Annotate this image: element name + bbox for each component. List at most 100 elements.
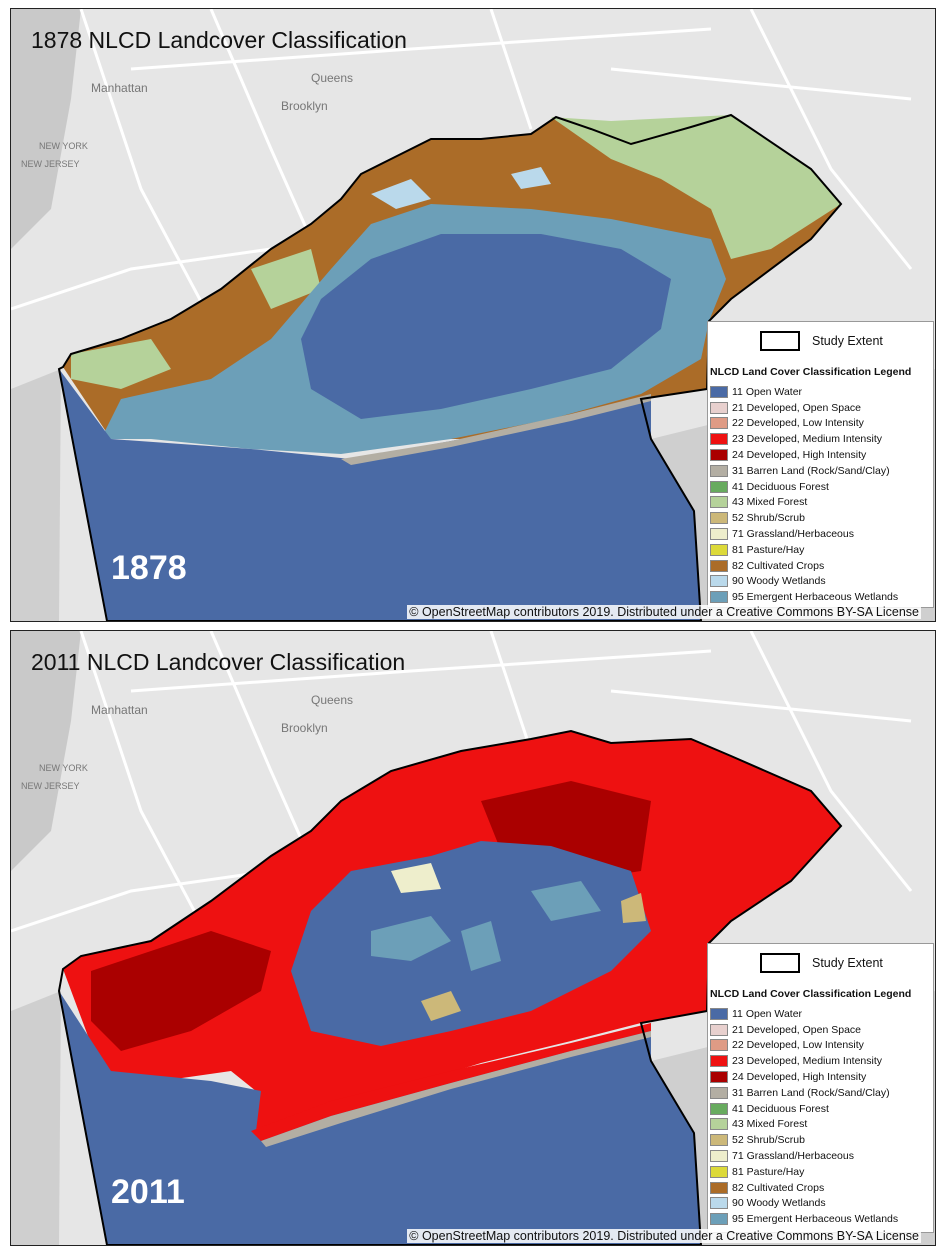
legend-item: 81 Pasture/Hay xyxy=(710,542,898,558)
legend-swatch xyxy=(710,575,728,588)
legend-item-label: 11 Open Water xyxy=(732,1007,803,1020)
legend-swatch xyxy=(710,1039,728,1052)
legend-item-label: 31 Barren Land (Rock/Sand/Clay) xyxy=(732,1086,890,1099)
legend-item-label: 21 Developed, Open Space xyxy=(732,1023,862,1036)
legend-item-label: 22 Developed, Low Intensity xyxy=(732,1039,864,1052)
map-legend: Study Extent NLCD Land Cover Classificat… xyxy=(707,321,934,608)
legend-item: 24 Developed, High Intensity xyxy=(710,1069,898,1085)
legend-item: 52 Shrub/Scrub xyxy=(710,1132,898,1148)
legend-swatch xyxy=(710,385,728,398)
legend-item: 21 Developed, Open Space xyxy=(710,1022,898,1038)
legend-item: 82 Cultivated Crops xyxy=(710,558,898,574)
legend-item-label: 90 Woody Wetlands xyxy=(732,575,826,588)
legend-item-label: 71 Grassland/Herbaceous xyxy=(732,1150,854,1163)
legend-item: 23 Developed, Medium Intensity xyxy=(710,1053,898,1069)
legend-swatch xyxy=(710,1118,728,1131)
legend-items: 11 Open Water 21 Developed, Open Space 22 … xyxy=(710,1006,898,1227)
legend-swatch xyxy=(710,512,728,525)
legend-item: 11 Open Water xyxy=(710,384,898,400)
place-label-queens: Queens xyxy=(311,71,354,85)
legend-swatch xyxy=(710,1055,728,1068)
legend-swatch xyxy=(710,559,728,572)
legend-swatch xyxy=(710,401,728,414)
legend-swatch xyxy=(710,417,728,430)
legend-items: 11 Open Water 21 Developed, Open Space 22 … xyxy=(710,384,898,605)
legend-swatch xyxy=(710,449,728,462)
legend-study-extent: Study Extent xyxy=(760,331,883,351)
legend-item: 31 Barren Land (Rock/Sand/Clay) xyxy=(710,1085,898,1101)
legend-item: 31 Barren Land (Rock/Sand/Clay) xyxy=(710,463,898,479)
place-label-queens: Queens xyxy=(311,693,354,707)
basemap-1878 xyxy=(11,9,935,621)
legend-study-extent: Study Extent xyxy=(760,953,883,973)
legend-item-label: 82 Cultivated Crops xyxy=(732,559,825,572)
map-attribution: © OpenStreetMap contributors 2019. Distr… xyxy=(407,1229,921,1243)
place-label-new-york: NEW YORK xyxy=(39,141,88,151)
legend-item: 22 Developed, Low Intensity xyxy=(710,1038,898,1054)
legend-swatch xyxy=(710,1102,728,1115)
legend-item-label: 95 Emergent Herbaceous Wetlands xyxy=(732,1213,899,1226)
study-extent-label: Study Extent xyxy=(812,334,883,348)
year-label: 1878 xyxy=(111,549,187,587)
legend-swatch xyxy=(710,1007,728,1020)
legend-item: 71 Grassland/Herbaceous xyxy=(710,1148,898,1164)
legend-item: 22 Developed, Low Intensity xyxy=(710,416,898,432)
legend-item: 71 Grassland/Herbaceous xyxy=(710,526,898,542)
legend-item-label: 11 Open Water xyxy=(732,385,803,398)
legend-item-label: 43 Mixed Forest xyxy=(732,496,808,509)
map-panel-2011: Manhattan Queens Brooklyn NEW JERSEY NEW… xyxy=(10,630,936,1246)
legend-item-label: 41 Deciduous Forest xyxy=(732,1102,829,1115)
legend-item: 90 Woody Wetlands xyxy=(710,1196,898,1212)
study-extent-swatch xyxy=(760,331,800,351)
legend-swatch xyxy=(710,496,728,509)
legend-swatch xyxy=(710,591,728,604)
legend-item-label: 81 Pasture/Hay xyxy=(732,1165,805,1178)
legend-item-label: 21 Developed, Open Space xyxy=(732,401,862,414)
legend-item: 52 Shrub/Scrub xyxy=(710,510,898,526)
legend-swatch xyxy=(710,1023,728,1036)
legend-item: 21 Developed, Open Space xyxy=(710,400,898,416)
legend-item-label: 90 Woody Wetlands xyxy=(732,1197,826,1210)
legend-item: 81 Pasture/Hay xyxy=(710,1164,898,1180)
study-extent-label: Study Extent xyxy=(812,956,883,970)
legend-item-label: 95 Emergent Herbaceous Wetlands xyxy=(732,591,899,604)
legend-swatch xyxy=(710,1165,728,1178)
legend-item: 43 Mixed Forest xyxy=(710,495,898,511)
study-extent-swatch xyxy=(760,953,800,973)
legend-swatch xyxy=(710,480,728,493)
legend-item-label: 23 Developed, Medium Intensity xyxy=(732,433,882,446)
legend-swatch xyxy=(710,543,728,556)
legend-item: 41 Deciduous Forest xyxy=(710,1101,898,1117)
legend-item-label: 52 Shrub/Scrub xyxy=(732,1134,805,1147)
legend-item: 43 Mixed Forest xyxy=(710,1117,898,1133)
legend-swatch xyxy=(710,1071,728,1084)
place-label-new-york: NEW YORK xyxy=(39,763,88,773)
legend-swatch xyxy=(710,1086,728,1099)
place-label-brooklyn: Brooklyn xyxy=(281,721,328,735)
legend-item: 90 Woody Wetlands xyxy=(710,574,898,590)
legend-item-label: 52 Shrub/Scrub xyxy=(732,512,805,525)
map-legend: Study Extent NLCD Land Cover Classificat… xyxy=(707,943,934,1233)
year-label: 2011 xyxy=(111,1173,185,1211)
legend-title: NLCD Land Cover Classification Legend xyxy=(710,366,912,378)
legend-item: 95 Emergent Herbaceous Wetlands xyxy=(710,589,898,605)
place-label-manhattan: Manhattan xyxy=(91,703,148,717)
legend-item: 95 Emergent Herbaceous Wetlands xyxy=(710,1211,898,1227)
legend-item-label: 82 Cultivated Crops xyxy=(732,1181,825,1194)
map-panel-1878: Manhattan Queens Brooklyn NEW JERSEY NEW… xyxy=(10,8,936,622)
legend-item: 82 Cultivated Crops xyxy=(710,1180,898,1196)
place-label-manhattan: Manhattan xyxy=(91,81,148,95)
legend-item-label: 43 Mixed Forest xyxy=(732,1118,808,1131)
legend-item-label: 22 Developed, Low Intensity xyxy=(732,417,864,430)
legend-title: NLCD Land Cover Classification Legend xyxy=(710,988,912,1000)
legend-swatch xyxy=(710,528,728,541)
panel-title: 2011 NLCD Landcover Classification xyxy=(31,649,406,675)
legend-swatch xyxy=(710,1181,728,1194)
place-label-brooklyn: Brooklyn xyxy=(281,99,328,113)
place-label-new-jersey: NEW JERSEY xyxy=(21,159,80,169)
map-attribution: © OpenStreetMap contributors 2019. Distr… xyxy=(407,605,921,619)
legend-item-label: 23 Developed, Medium Intensity xyxy=(732,1055,882,1068)
legend-item-label: 24 Developed, High Intensity xyxy=(732,1071,867,1084)
legend-swatch xyxy=(710,433,728,446)
legend-item-label: 71 Grassland/Herbaceous xyxy=(732,528,854,541)
